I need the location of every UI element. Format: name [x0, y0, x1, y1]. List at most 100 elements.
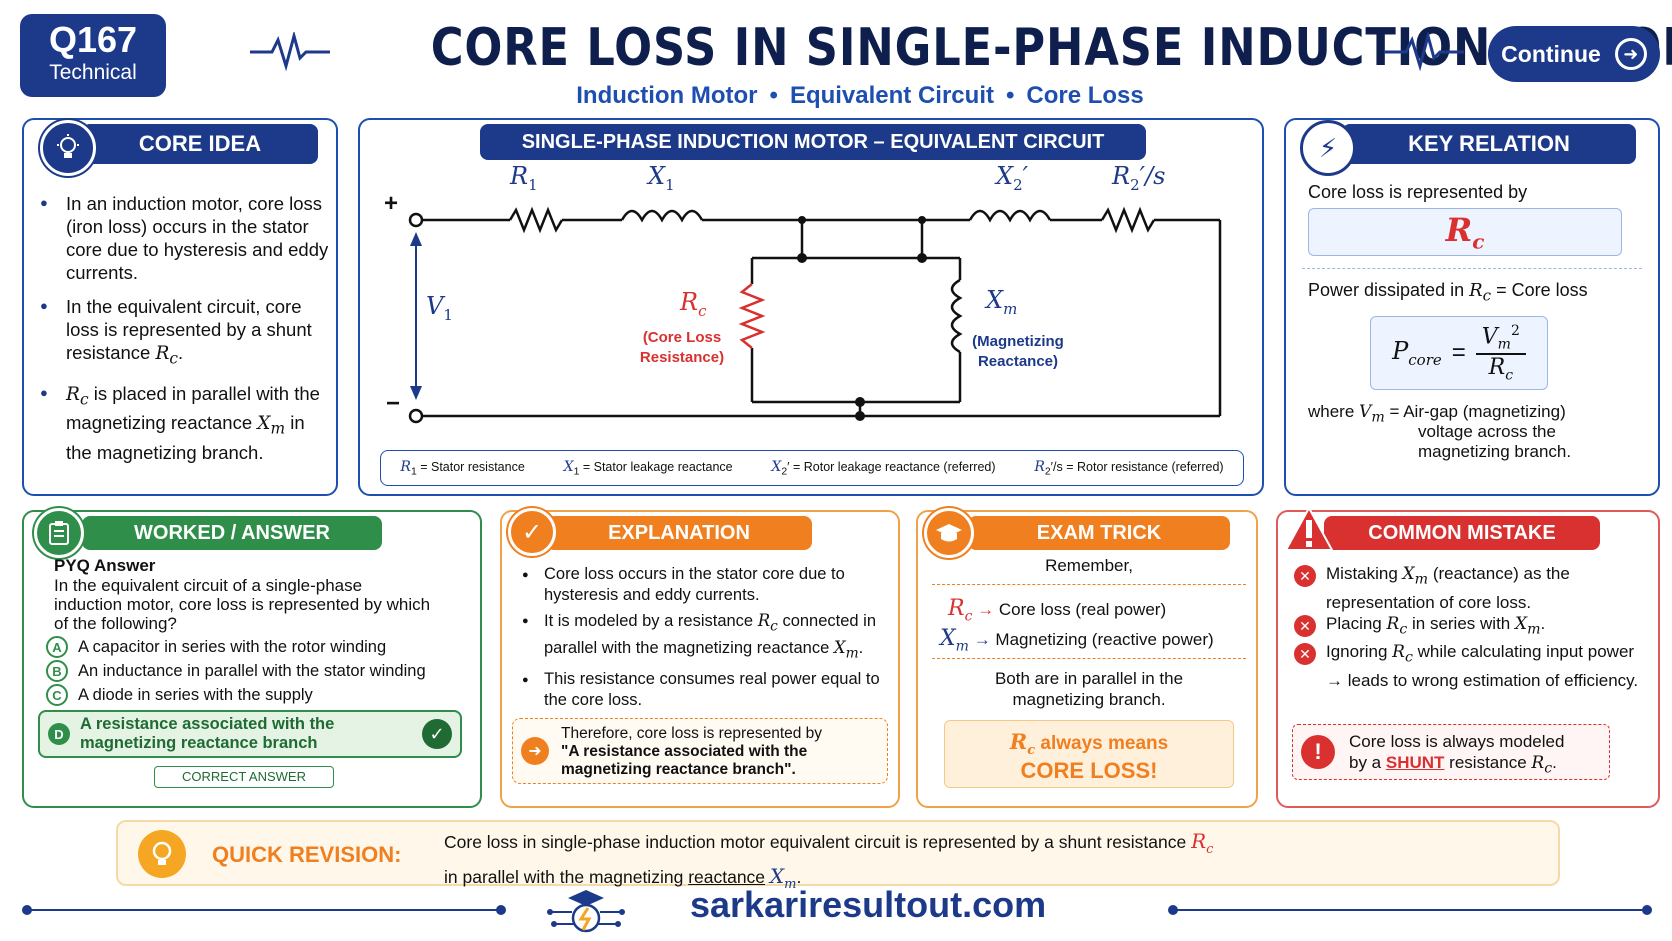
legend-item: R1 = Stator resistance — [400, 458, 525, 478]
legend-item: X1 = Stator leakage reactance — [563, 458, 733, 478]
question-number: Q167 — [48, 19, 138, 60]
rc-highlight-box: Rc — [1308, 208, 1622, 256]
core-idea-panel: CORE IDEA In an induction motor, core lo… — [22, 118, 338, 496]
core-idea-heading: CORE IDEA — [82, 124, 318, 164]
footer-dot — [1168, 905, 1178, 915]
lightbulb-icon — [40, 120, 96, 176]
formula-box: Pcore = Vm2 Rc — [1370, 316, 1548, 390]
rc-note: (Core Loss Resistance) — [639, 329, 725, 366]
label-xm: Xm — [986, 286, 1018, 318]
label-r1: R1 — [510, 162, 538, 194]
explanation-panel: EXPLANATION ✓ Core loss occurs in the st… — [500, 508, 900, 808]
explanation-list: Core loss occurs in the stator core due … — [522, 564, 892, 715]
arrow-right-icon: ➜ — [1614, 38, 1647, 70]
worked-answer-panel: WORKED / ANSWER PYQ Answer In the equiva… — [22, 508, 482, 808]
question-type: Technical — [49, 61, 137, 84]
core-loss-callout: Rc always means CORE LOSS! — [944, 720, 1234, 788]
list-item: In the equivalent circuit, core loss is … — [40, 295, 330, 371]
topic-tags: Induction Motor • Equivalent Circuit • Core … — [576, 82, 1144, 109]
list-item: It is modeled by a resistance Rc connect… — [522, 610, 892, 665]
continue-label: Continue — [1501, 40, 1601, 67]
common-mistake-heading: COMMON MISTAKE — [1324, 516, 1600, 550]
minus-terminal-label: − — [386, 390, 401, 417]
lightbulb-icon — [138, 830, 186, 878]
common-mistake-panel: COMMON MISTAKE ✕ Mistaking Xm (reactance… — [1276, 506, 1660, 808]
where-text: where Vm = Air-gap (magnetizing) — [1308, 402, 1566, 426]
list-item: This resistance consumes real power equa… — [522, 669, 892, 711]
equivalent-circuit-diagram — [408, 206, 1222, 424]
label-v1: V1 — [426, 292, 453, 324]
key-line-1: Core loss is represented by — [1308, 182, 1528, 202]
exclamation-icon: ! — [1301, 735, 1335, 769]
shunt-note-box: ! Core loss is always modeled by a SHUNT… — [1292, 724, 1610, 780]
label-rc: Rc — [680, 288, 707, 320]
pulse-icon-left — [250, 32, 330, 72]
circuit-panel: SINGLE-PHASE INDUCTION MOTOR – EQUIVALEN… — [358, 118, 1264, 496]
circuit-legend: R1 = Stator resistance X1 = Stator leaka… — [380, 450, 1244, 486]
footer-line-right — [1174, 909, 1646, 911]
pyq-label: PYQ Answer — [54, 556, 156, 575]
xm-trick-row: Xm → Magnetizing (reactive power) — [940, 626, 1214, 655]
mistake-item: ✕ Placing Rc in series with Xm. — [1294, 612, 1644, 641]
option-b[interactable]: B An inductance in parallel with the stat… — [46, 660, 426, 682]
quick-revision-label: QUICK REVISION: — [212, 842, 402, 867]
rc-trick-row: Rc → Core loss (real power) — [948, 596, 1167, 625]
worked-heading: WORKED / ANSWER — [82, 516, 382, 550]
both-parallel-text: Both are in parallel in the magnetizing b… — [994, 669, 1184, 709]
footer-dot — [22, 905, 32, 915]
remember-text: Remember, — [1045, 556, 1133, 575]
therefore-box: ➜ Therefore, core loss is represented by… — [512, 718, 888, 784]
list-item: Rc is placed in parallel with the magnet… — [40, 382, 330, 464]
pulse-icon-right — [1384, 32, 1464, 72]
x-circle-icon: ✕ — [1294, 565, 1316, 587]
site-url-link[interactable]: sarkariresultout.com — [690, 884, 1047, 925]
divider — [932, 584, 1246, 585]
tag-equivalent-circuit: Equivalent Circuit — [789, 82, 994, 109]
divider — [1302, 268, 1642, 269]
key-relation-heading: KEY RELATION — [1342, 124, 1636, 164]
x-circle-icon: ✕ — [1294, 643, 1316, 665]
footer-dot — [1642, 905, 1652, 915]
option-d-correct[interactable]: D A resistance associated with the magne… — [38, 710, 462, 758]
legend-item: X2′ = Rotor leakage reactance (referred) — [771, 458, 996, 478]
exam-trick-panel: EXAM TRICK Remember, Rc → Core loss (rea… — [916, 508, 1258, 808]
where-text-3: magnetizing branch. — [1418, 442, 1572, 461]
page-title: CORE LOSS IN SINGLE-PHASE INDUCTION MOTO… — [430, 18, 1672, 78]
x-circle-icon: ✕ — [1294, 615, 1316, 637]
label-x1: X1 — [648, 162, 675, 194]
key-line-2: Power dissipated in Rc = Core loss — [1308, 280, 1588, 305]
footer-line-left — [28, 909, 500, 911]
question-text: In the equivalent circuit of a single-ph… — [54, 576, 431, 633]
warning-icon — [1284, 506, 1334, 551]
xm-note: (Magnetizing Reactance) — [972, 333, 1064, 370]
check-icon: ✓ — [422, 719, 452, 749]
check-circle-icon: ✓ — [508, 508, 556, 556]
label-r2-prime-over-s: R2′/s — [1112, 162, 1166, 194]
plus-terminal-label: + — [384, 190, 399, 217]
label-x2-prime: X2′ — [996, 162, 1029, 194]
circuit-heading: SINGLE-PHASE INDUCTION MOTOR – EQUIVALEN… — [480, 124, 1146, 160]
mistake-item: ✕ Mistaking Xm (reactance) as the repres… — [1294, 562, 1644, 614]
quick-revision-text: Core loss in single-phase induction moto… — [444, 829, 1214, 892]
list-item: Core loss occurs in the stator core due … — [522, 564, 892, 606]
tag-core-loss: Core Loss — [1026, 82, 1144, 109]
core-idea-list: In an induction motor, core loss (iron l… — [40, 192, 330, 475]
continue-button[interactable]: Continue ➜ — [1488, 26, 1660, 82]
where-text-2: voltage across the — [1418, 422, 1556, 441]
lightning-icon: ⚡ — [1300, 120, 1356, 176]
arrow-circle-icon: ➜ — [521, 737, 549, 765]
question-badge: Q167 Technical — [20, 14, 166, 97]
brain-circuit-icon — [547, 890, 625, 933]
list-item: In an induction motor, core loss (iron l… — [40, 192, 330, 284]
mistake-item: ✕ Ignoring Rc while calculating input po… — [1294, 640, 1644, 692]
quick-revision-bar: QUICK REVISION: Core loss in single-phas… — [116, 820, 1560, 892]
key-relation-panel: KEY RELATION ⚡ Core loss is represented … — [1284, 118, 1660, 496]
footer-dot — [496, 905, 506, 915]
correct-answer-label: CORRECT ANSWER — [154, 766, 334, 788]
divider — [932, 658, 1246, 659]
clipboard-icon — [34, 508, 84, 558]
exam-trick-heading: EXAM TRICK — [968, 516, 1230, 550]
explanation-heading: EXPLANATION — [546, 516, 812, 550]
